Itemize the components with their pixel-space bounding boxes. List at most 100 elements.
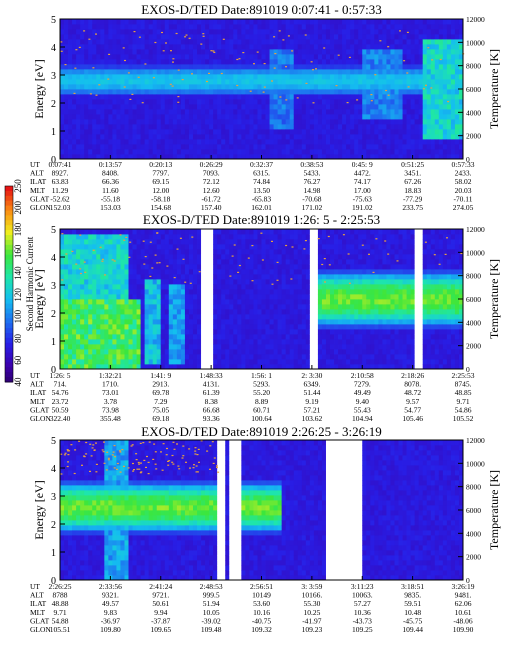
- heatmap-cell: [301, 69, 307, 75]
- heatmap-cell: [168, 89, 174, 95]
- heatmap-cell: [317, 109, 323, 115]
- heatmap-cell: [100, 349, 105, 355]
- heatmap-cell: [289, 239, 295, 245]
- heatmap-cell: [128, 154, 133, 160]
- heatmap-cell: [233, 329, 238, 335]
- heatmap-cell: [410, 44, 416, 50]
- heatmap-cell: [96, 24, 101, 30]
- heatmap-cell: [434, 99, 440, 105]
- heatmap-cell: [426, 144, 432, 150]
- heatmap-cell: [180, 329, 186, 335]
- heatmap-cell: [164, 29, 170, 35]
- heatmap-cell: [116, 119, 121, 125]
- heatmap-cell: [253, 134, 258, 140]
- heatmap-cell: [201, 309, 206, 315]
- heatmap-cell: [301, 329, 307, 335]
- heatmap-cell: [140, 49, 146, 55]
- heatmap-cell: [209, 119, 214, 125]
- heatmap-cell: [330, 354, 335, 360]
- heatmap-cell: [325, 284, 331, 290]
- heatmap-cell: [305, 144, 311, 150]
- heatmap-cell: [330, 69, 335, 75]
- heatmap-cell: [64, 234, 69, 240]
- heatmap-cell: [305, 44, 311, 50]
- heatmap-cell: [434, 24, 440, 30]
- heatmap-cell: [92, 314, 97, 320]
- heatmap-cell: [398, 109, 403, 115]
- heatmap-cell: [225, 274, 230, 280]
- heatmap-cell: [321, 64, 327, 70]
- heatmap-cell: [454, 79, 460, 85]
- heatmap-cell: [265, 299, 270, 305]
- heatmap-cell: [309, 264, 315, 270]
- heatmap-cell: [64, 144, 69, 150]
- heatmap-cell: [277, 299, 283, 305]
- heatmap-cell: [201, 289, 206, 295]
- heatmap-cell: [241, 304, 246, 310]
- heatmap-cell: [96, 314, 101, 320]
- heatmap-cell: [221, 299, 226, 305]
- heatmap-cell: [104, 119, 109, 125]
- heatmap-cell: [313, 354, 319, 360]
- heatmap-cell: [386, 24, 391, 30]
- heatmap-cell: [297, 309, 303, 315]
- heatmap-cell: [354, 94, 359, 100]
- heatmap-cell: [84, 234, 89, 240]
- heatmap-cell: [124, 309, 129, 315]
- heatmap-cell: [321, 124, 327, 130]
- heatmap-cell: [132, 124, 137, 130]
- heatmap-cell: [112, 364, 117, 370]
- heatmap-cell: [104, 49, 109, 55]
- heatmap-cell: [277, 144, 283, 150]
- heatmap-cell: [454, 134, 460, 140]
- heatmap-cell: [64, 284, 69, 290]
- heatmap-cell: [96, 19, 101, 25]
- heatmap-cell: [225, 89, 230, 95]
- heatmap-cell: [321, 109, 327, 115]
- heatmap-cell: [192, 39, 198, 45]
- heatmap-cell: [96, 229, 101, 235]
- heatmap-cell: [217, 279, 222, 285]
- heatmap-cell: [128, 84, 133, 90]
- heatmap-cell: [148, 54, 154, 60]
- heatmap-cell: [245, 94, 250, 100]
- heatmap-cell: [450, 39, 456, 45]
- heatmap-cell: [164, 69, 170, 75]
- heatmap-cell: [148, 344, 154, 350]
- heatmap-cell: [96, 54, 101, 60]
- heatmap-cell: [346, 149, 351, 155]
- heatmap-cell: [446, 49, 452, 55]
- heatmap-cell: [128, 74, 133, 80]
- heatmap-cell: [289, 99, 295, 105]
- heatmap-cell: [253, 69, 258, 75]
- heatmap-cell: [233, 129, 238, 135]
- heatmap-cell: [418, 49, 424, 55]
- heatmap-cell: [112, 234, 117, 240]
- heatmap-cell: [269, 314, 274, 320]
- heatmap-cell: [120, 329, 125, 335]
- heatmap-cell: [233, 259, 238, 265]
- heatmap-cell: [144, 249, 150, 255]
- heatmap-cell: [148, 34, 154, 40]
- heatmap-cell: [197, 109, 202, 115]
- heatmap-cell: [265, 234, 270, 240]
- heatmap-cell: [104, 284, 109, 290]
- heatmap-cell: [293, 99, 299, 105]
- heatmap-cell: [249, 109, 254, 115]
- heatmap-cell: [241, 139, 246, 145]
- temperature-dot: [122, 47, 125, 49]
- heatmap-cell: [269, 124, 274, 130]
- heatmap-cell: [245, 54, 250, 60]
- heatmap-cell: [285, 59, 291, 65]
- heatmap-cell: [325, 69, 331, 75]
- heatmap-cell: [76, 134, 81, 140]
- heatmap-cell: [100, 69, 105, 75]
- heatmap-cell: [180, 144, 186, 150]
- heatmap-cell: [330, 359, 335, 365]
- heatmap-cell: [180, 349, 186, 355]
- heatmap-cell: [120, 344, 125, 350]
- heatmap-cell: [176, 34, 182, 40]
- heatmap-cell: [422, 49, 428, 55]
- heatmap-cell: [394, 144, 399, 150]
- heatmap-cell: [128, 234, 133, 240]
